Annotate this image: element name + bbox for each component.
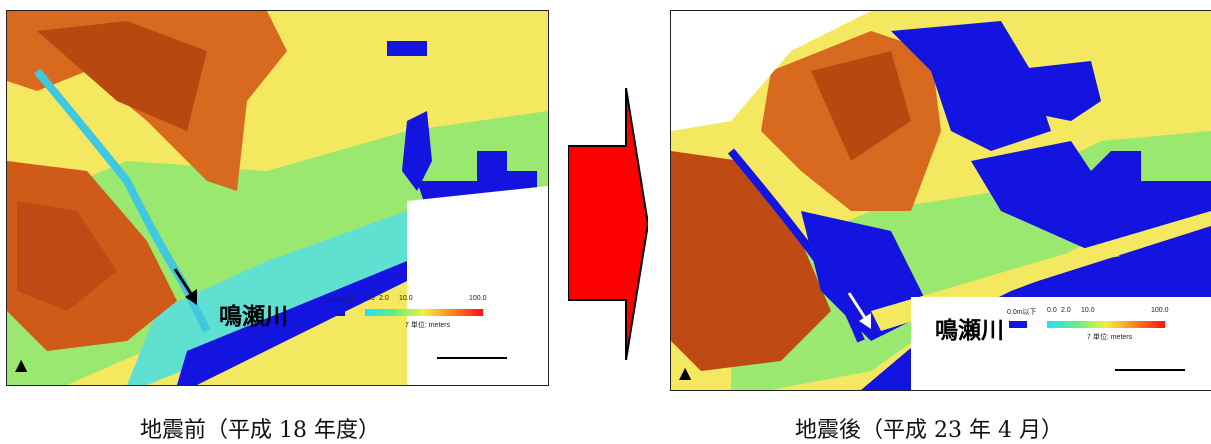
legend-tick: 0.0 <box>365 295 375 302</box>
legend-tick: 2.0 <box>1061 307 1071 314</box>
legend-below-zero-label: 0.0m以下 <box>325 297 355 304</box>
legend-tick: 0.0 <box>1047 307 1057 314</box>
legend-tick: 100.0 <box>469 295 487 302</box>
scale-bar <box>1115 363 1185 377</box>
river-label: 鳴瀬川 <box>935 318 1004 344</box>
scale-bar <box>437 351 507 365</box>
caption-before: 地震前（平成 18 年度） <box>140 418 380 443</box>
legend-units: 7 単位: meters <box>1087 334 1133 341</box>
map-before-earthquake: 鳴瀬川 0.0m以下 0.0 2.0 10.0 100.0 7 単位: mete… <box>6 10 549 386</box>
elevation-map-before <box>7 11 548 385</box>
transition-arrow-icon <box>568 88 648 360</box>
legend-gradient <box>1047 321 1165 328</box>
legend-tick: 100.0 <box>1151 307 1169 314</box>
legend-tick: 2.0 <box>379 295 389 302</box>
caption-after: 地震後（平成 23 年 4 月） <box>795 418 1063 443</box>
elevation-map-after <box>671 11 1211 390</box>
legend-gradient <box>365 309 483 316</box>
legend-below-zero-swatch <box>1009 321 1027 328</box>
north-arrow-icon: ▲ <box>15 355 28 374</box>
elevation-legend: 0.0m以下 0.0 2.0 10.0 100.0 7 単位: meters <box>325 295 505 335</box>
north-arrow-icon: ▲ <box>679 363 692 382</box>
elevation-legend: 0.0m以下 0.0 2.0 10.0 100.0 7 単位: meters <box>1007 307 1197 347</box>
legend-tick: 10.0 <box>1081 307 1095 314</box>
legend-below-zero-label: 0.0m以下 <box>1007 309 1037 316</box>
legend-units: 7 単位: meters <box>405 322 451 329</box>
legend-below-zero-swatch <box>327 309 345 316</box>
legend-tick: 10.0 <box>399 295 413 302</box>
river-label: 鳴瀬川 <box>219 304 288 330</box>
map-after-earthquake: 鳴瀬川 0.0m以下 0.0 2.0 10.0 100.0 7 単位: mete… <box>670 10 1211 391</box>
